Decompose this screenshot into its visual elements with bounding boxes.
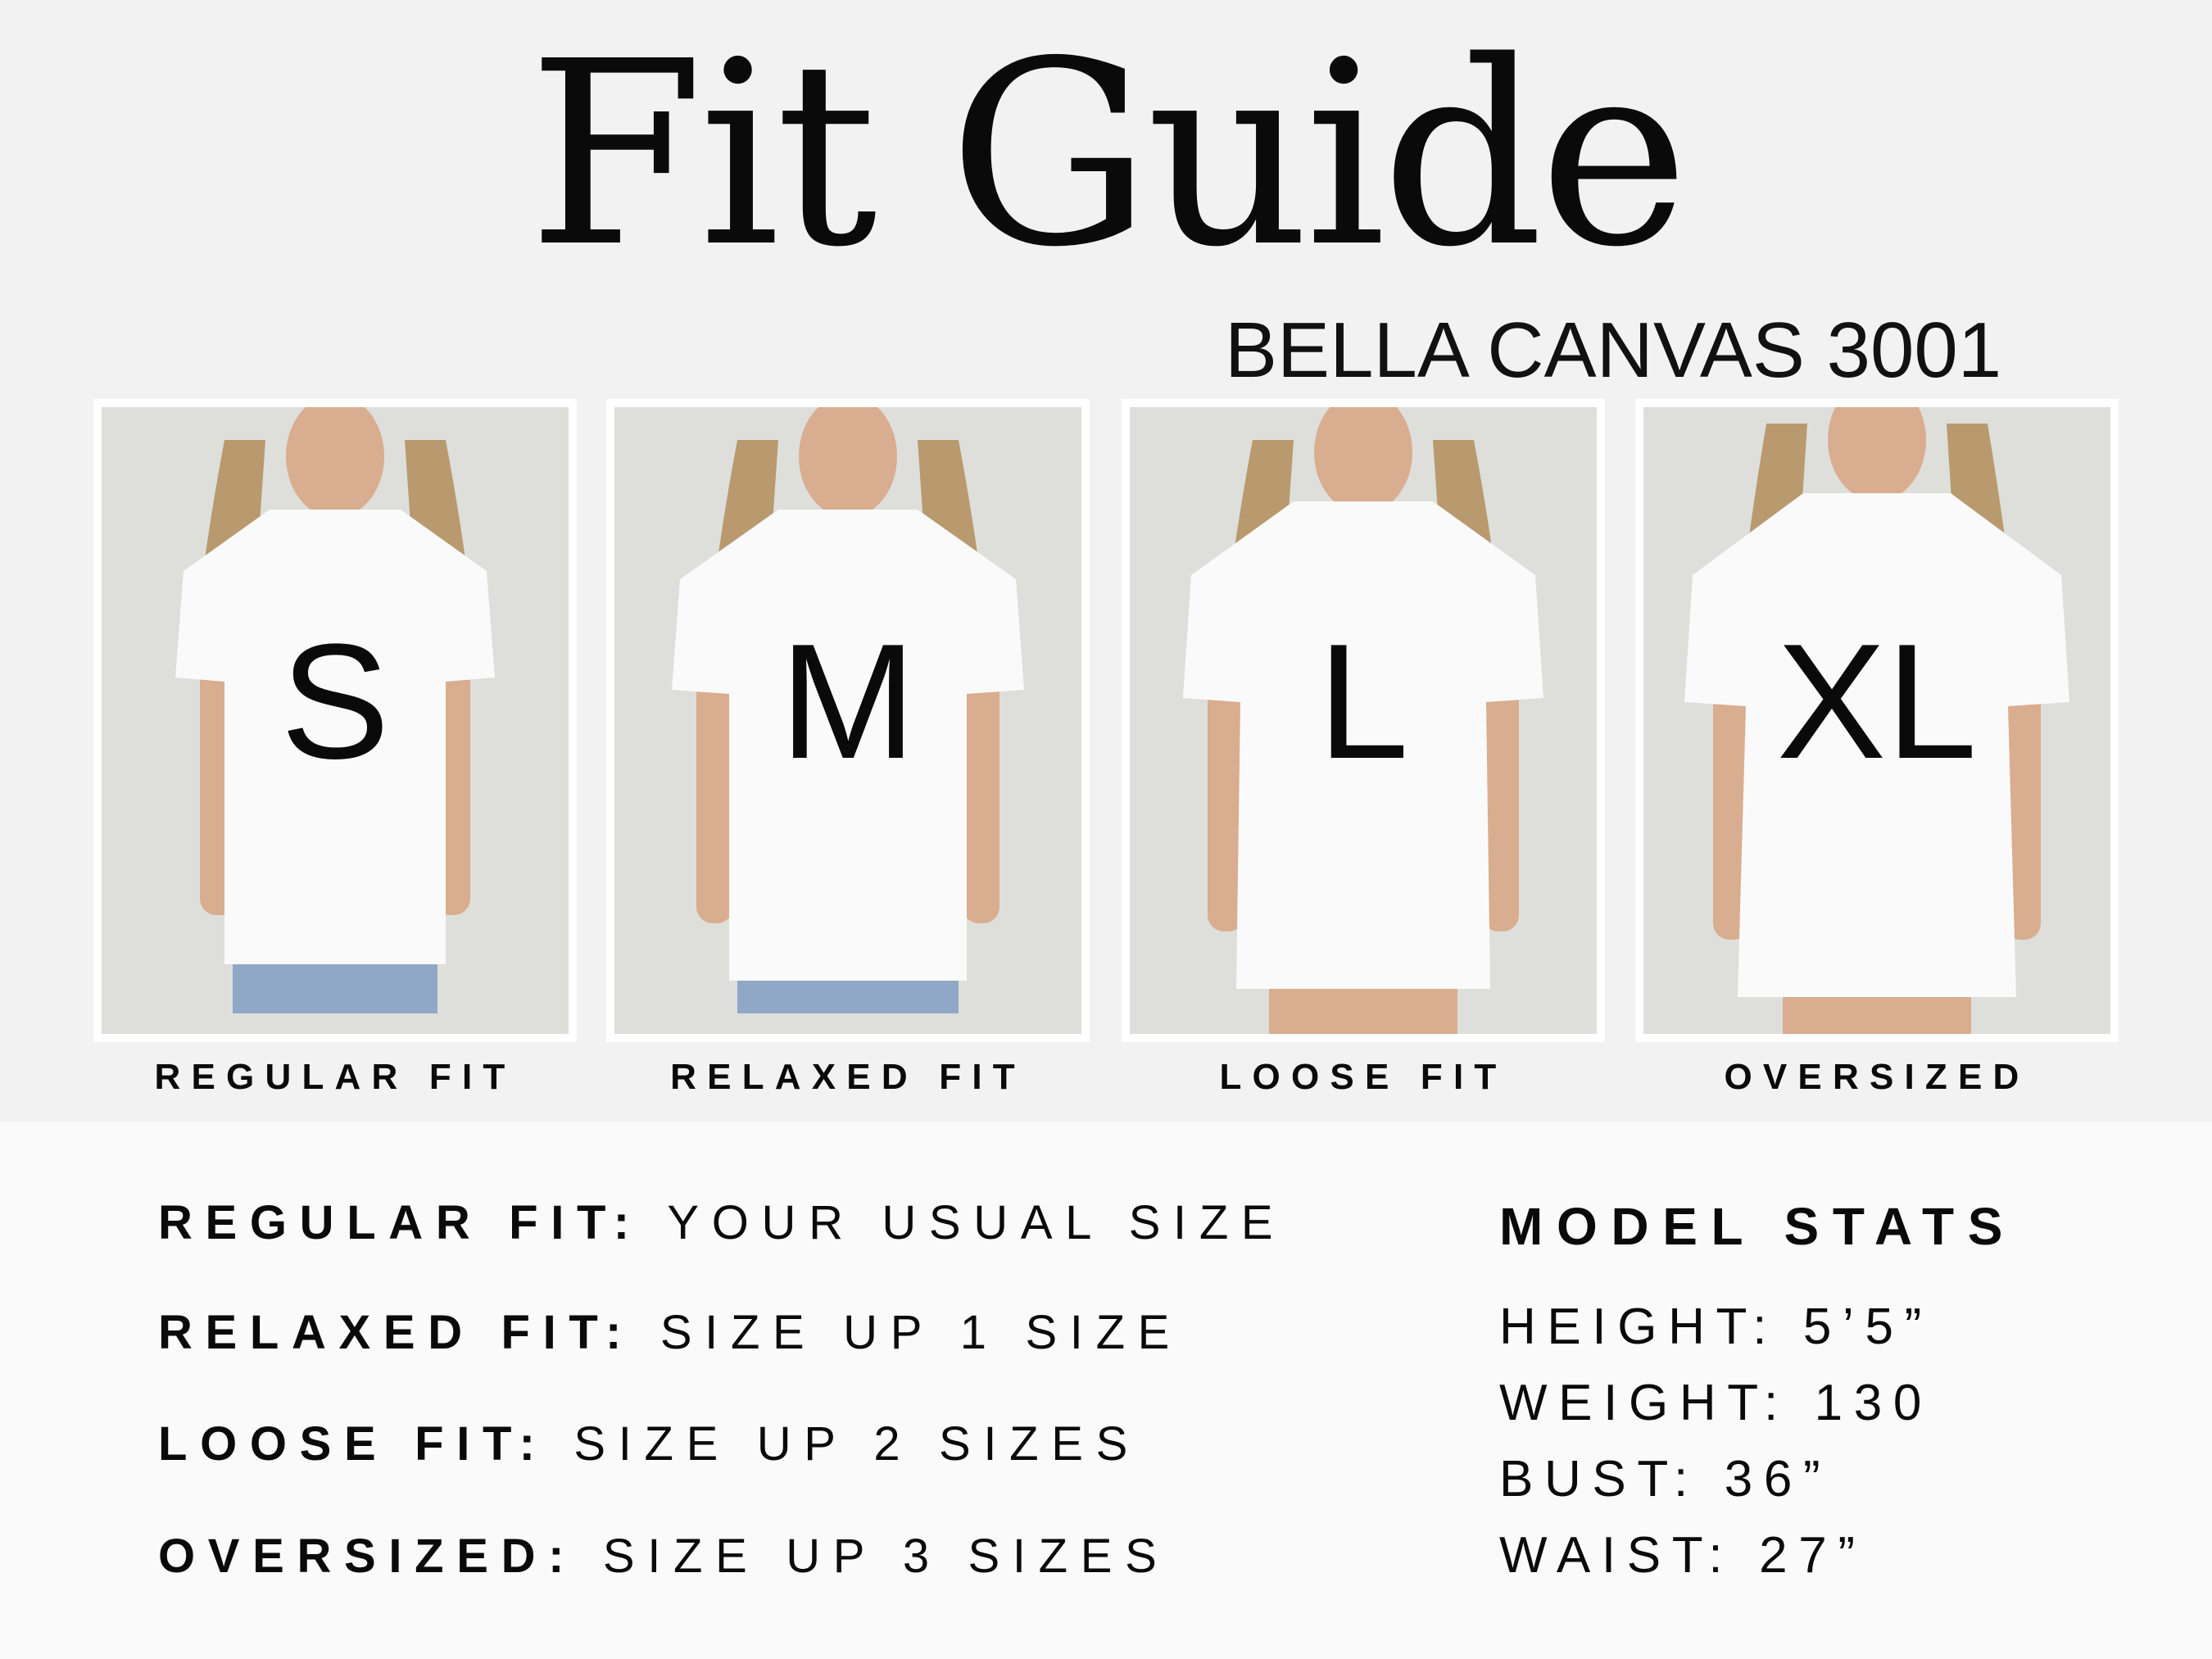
bottom-panel <box>0 1122 2212 1659</box>
size-card-m: M <box>606 399 1090 1042</box>
size-letter: M <box>779 610 917 793</box>
fit-rule-advice: SIZE UP 2 SIZES <box>573 1417 1140 1471</box>
size-card-s: S <box>93 399 577 1042</box>
size-letter: XL <box>1776 610 1978 793</box>
fit-rule-advice: SIZE UP 3 SIZES <box>602 1530 1170 1583</box>
stat-height: HEIGHT: 5’5” <box>1499 1299 1933 1355</box>
model-illustration <box>1684 407 2069 1034</box>
fit-rule-relaxed: RELAXED FIT: SIZE UP 1 SIZE <box>158 1304 1182 1362</box>
model-photo: S <box>102 407 569 1034</box>
size-card-l: L <box>1122 399 1605 1042</box>
card-label: REGULAR FIT <box>154 1057 516 1097</box>
size-letter: S <box>280 610 390 793</box>
stat-waist: WAIST: 27” <box>1499 1527 1866 1584</box>
card-label: OVERSIZED <box>1724 1057 2030 1097</box>
model-illustration <box>672 407 1024 1013</box>
card-label: RELAXED FIT <box>670 1057 1026 1097</box>
stat-weight: WEIGHT: 130 <box>1499 1375 1933 1431</box>
size-card-xl: XL <box>1635 399 2119 1042</box>
fit-rule-oversized: OVERSIZED: SIZE UP 3 SIZES <box>158 1528 1169 1585</box>
size-letter: L <box>1317 610 1409 793</box>
card-label: LOOSE FIT <box>1219 1057 1507 1097</box>
fit-rule-name: REGULAR FIT: <box>158 1196 642 1249</box>
fit-rule-advice: YOUR USUAL SIZE <box>667 1196 1286 1249</box>
model-stats-heading: MODEL STATS <box>1499 1197 2017 1256</box>
page-title: Fit Guide <box>528 7 1689 303</box>
model-photo: M <box>614 407 1081 1034</box>
fit-rule-name: RELAXED FIT: <box>158 1306 635 1359</box>
model-illustration <box>1183 407 1543 1034</box>
product-subtitle: BELLA CANVAS 3001 <box>1225 306 2002 394</box>
stat-bust: BUST: 36” <box>1499 1451 1832 1507</box>
model-photo: L <box>1130 407 1597 1034</box>
model-photo: XL <box>1643 407 2110 1034</box>
fit-rule-advice: SIZE UP 1 SIZE <box>660 1306 1183 1359</box>
model-illustration <box>175 407 495 1013</box>
fit-rule-name: OVERSIZED: <box>158 1530 578 1583</box>
fit-rule-name: LOOSE FIT: <box>158 1417 548 1471</box>
fit-rule-loose: LOOSE FIT: SIZE UP 2 SIZES <box>158 1416 1140 1473</box>
fit-rule-regular: REGULAR FIT: YOUR USUAL SIZE <box>158 1194 1285 1252</box>
